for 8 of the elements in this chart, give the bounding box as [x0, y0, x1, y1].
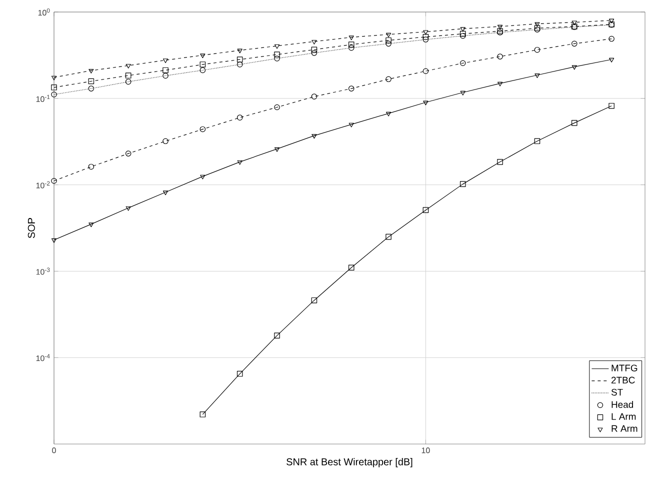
legend-label: Head	[612, 400, 634, 408]
legend-label: ST	[611, 388, 623, 396]
y-axis-title: SOP	[28, 218, 35, 238]
legend-label: 2TBC	[611, 376, 635, 384]
legend-label: R Arm	[612, 425, 638, 432]
legend-label: L Arm	[612, 413, 636, 420]
x-axis-title: SNR at Best Wiretapper [dB]	[286, 458, 412, 468]
legend-label: MTFG	[612, 364, 638, 372]
